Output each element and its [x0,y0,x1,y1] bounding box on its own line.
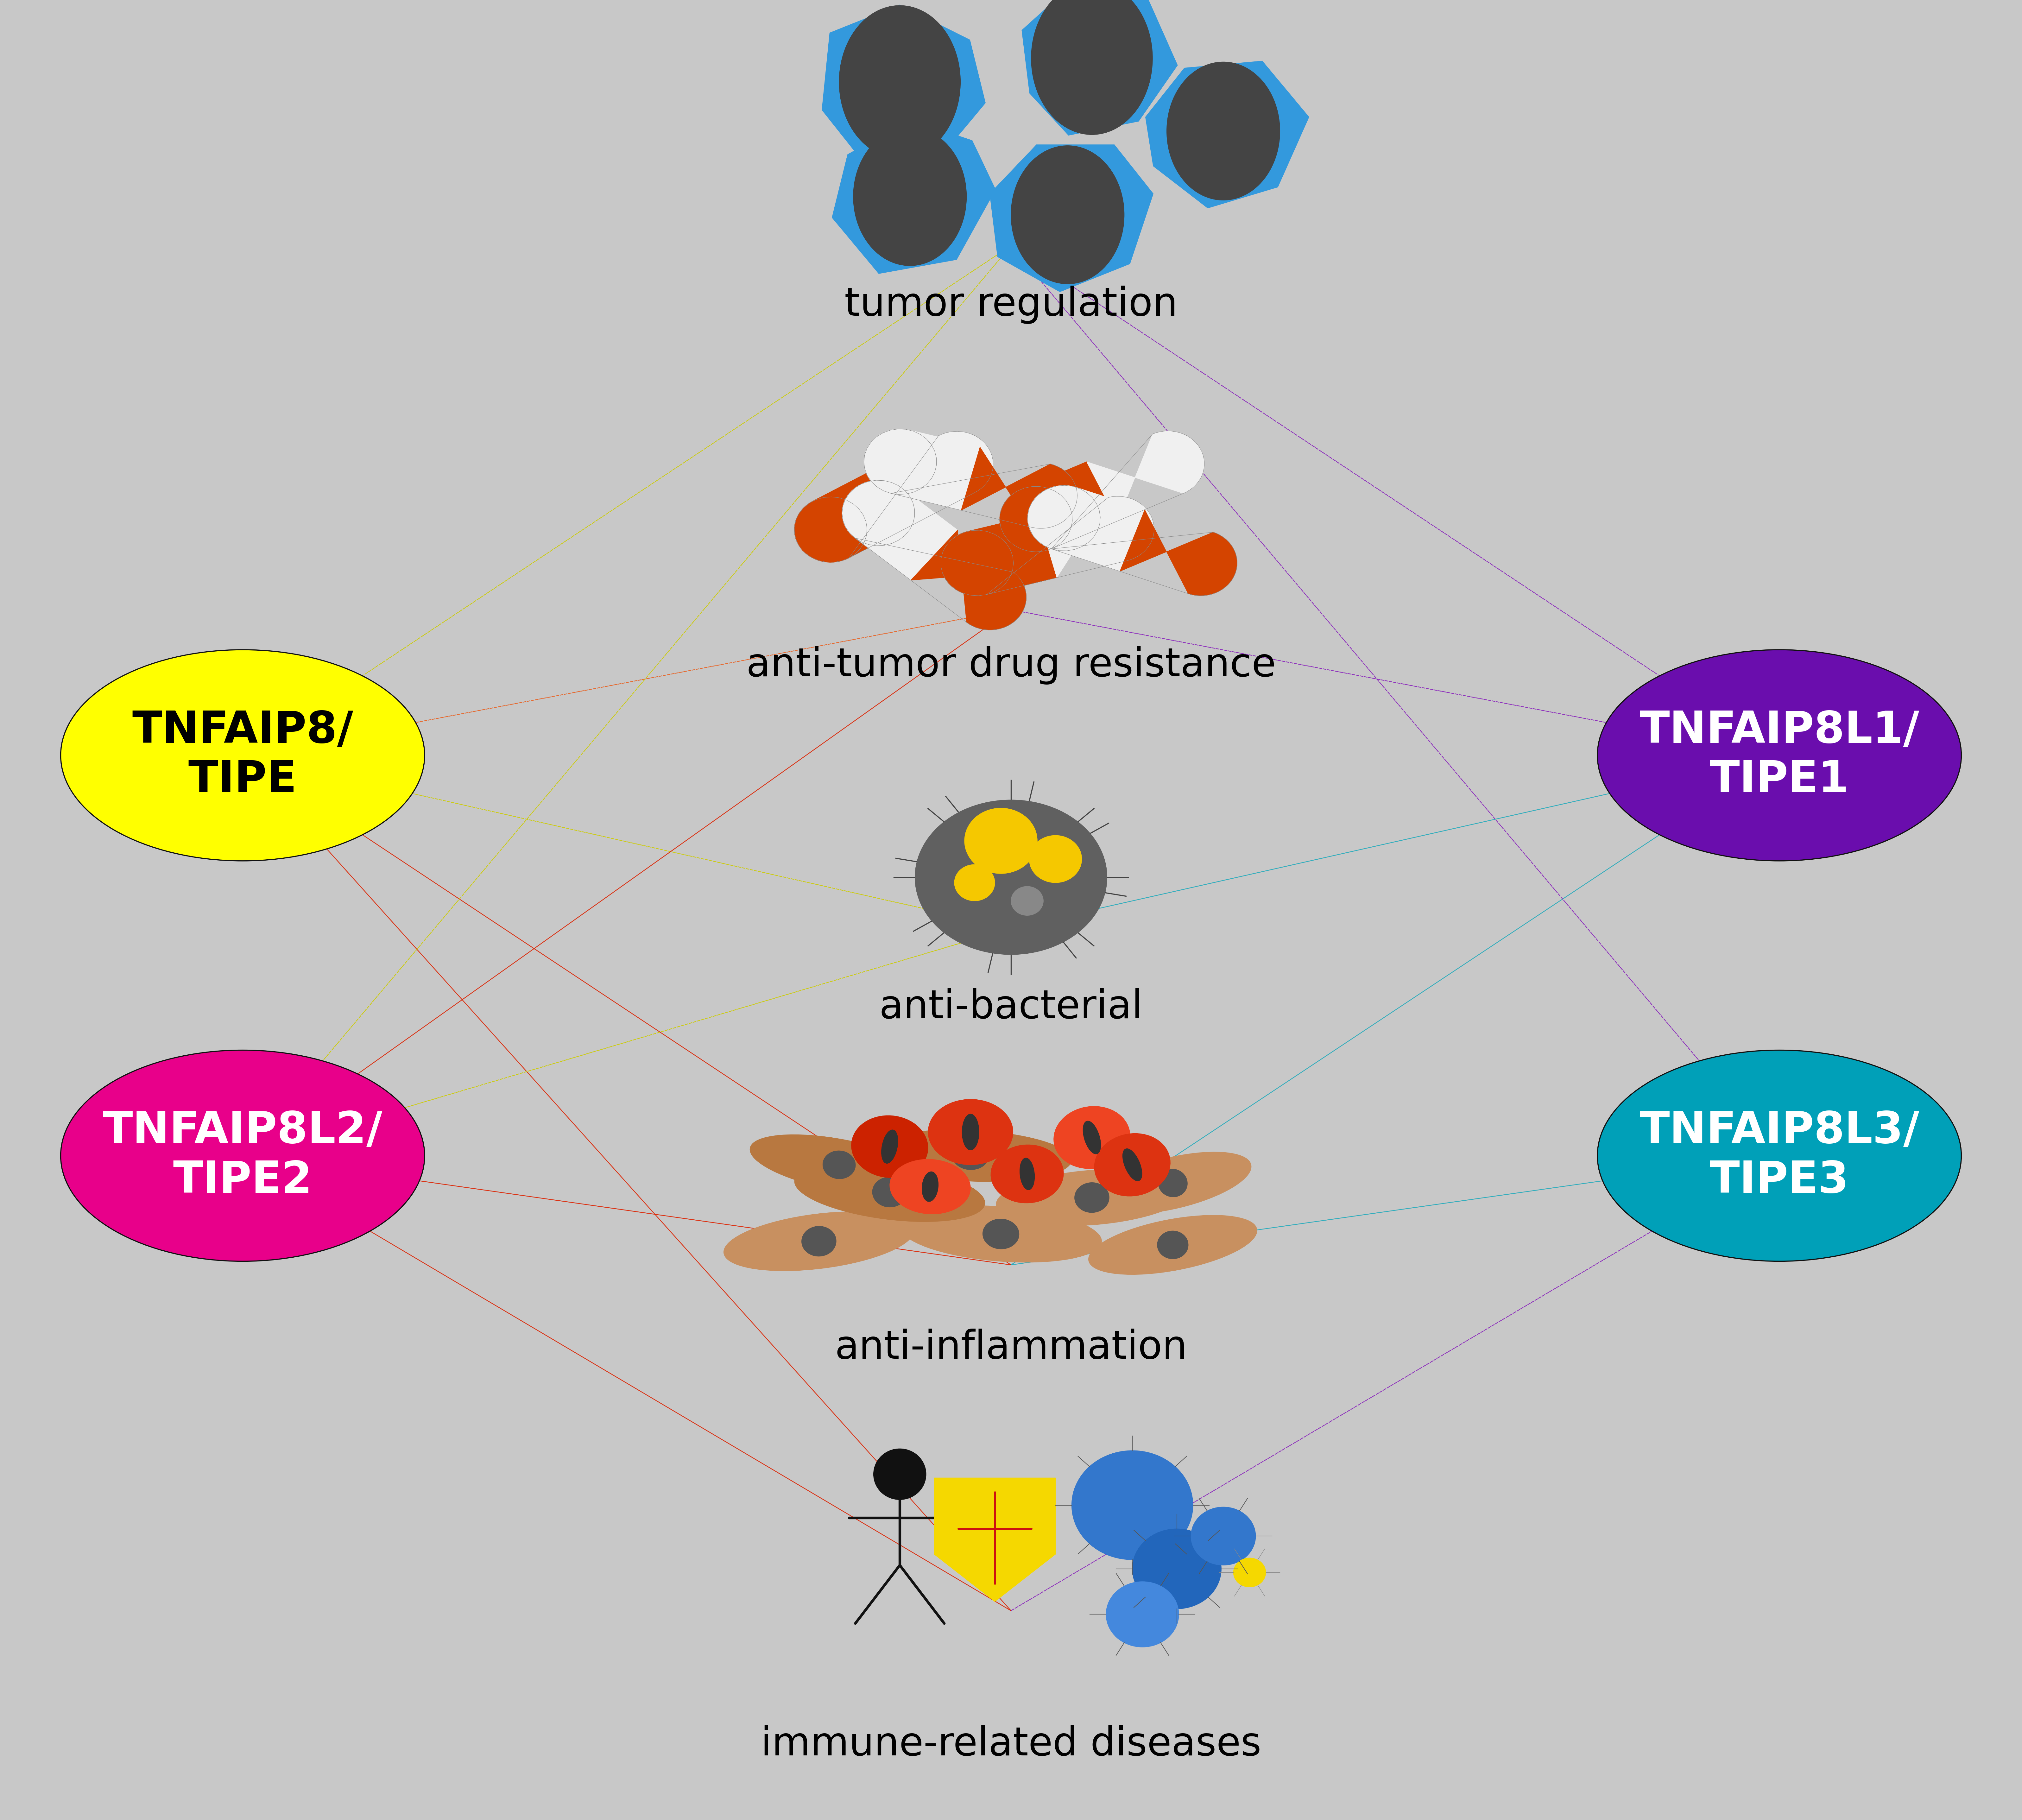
Polygon shape [934,1478,1055,1602]
Text: anti-bacterial: anti-bacterial [880,988,1142,1026]
Ellipse shape [928,1099,1013,1165]
Ellipse shape [1094,1134,1171,1196]
Ellipse shape [952,1141,989,1170]
Ellipse shape [61,1050,425,1261]
Ellipse shape [914,801,1108,954]
Ellipse shape [801,1227,837,1256]
Ellipse shape [853,127,967,266]
Ellipse shape [1159,1168,1187,1198]
Ellipse shape [1167,62,1280,200]
Ellipse shape [964,808,1037,874]
Ellipse shape [1031,0,1153,135]
Ellipse shape [1029,835,1082,883]
Text: TNFAIP8L2/
TIPE2: TNFAIP8L2/ TIPE2 [103,1110,382,1201]
Text: anti-tumor drug resistance: anti-tumor drug resistance [746,646,1276,684]
Polygon shape [991,146,1153,291]
Ellipse shape [962,1114,979,1150]
Polygon shape [1120,510,1237,595]
Polygon shape [821,5,985,158]
Ellipse shape [1597,1050,1961,1261]
Polygon shape [940,515,1058,595]
Ellipse shape [871,1178,908,1207]
Text: TNFAIP8/
TIPE: TNFAIP8/ TIPE [131,710,354,801]
Ellipse shape [882,1130,898,1163]
Ellipse shape [1072,1451,1193,1560]
Polygon shape [1027,486,1144,571]
Ellipse shape [1053,1107,1130,1168]
Ellipse shape [997,1168,1187,1227]
Ellipse shape [1088,1216,1258,1274]
Ellipse shape [1011,146,1124,284]
Ellipse shape [954,864,995,901]
Polygon shape [910,530,1027,630]
Ellipse shape [869,1130,1072,1181]
Ellipse shape [823,1150,855,1179]
Ellipse shape [1233,1558,1266,1587]
Ellipse shape [1106,1582,1179,1647]
Ellipse shape [900,1205,1102,1263]
Ellipse shape [1597,650,1961,861]
Ellipse shape [1132,1529,1221,1609]
Ellipse shape [1191,1507,1256,1565]
Ellipse shape [851,1116,928,1178]
Ellipse shape [983,1219,1019,1249]
Polygon shape [1086,431,1205,521]
Polygon shape [795,468,912,562]
Ellipse shape [1122,1148,1142,1181]
Ellipse shape [991,1145,1064,1203]
Polygon shape [841,480,958,581]
Ellipse shape [1011,886,1043,915]
Polygon shape [863,430,981,510]
Polygon shape [960,448,1078,528]
Ellipse shape [874,1449,926,1500]
Ellipse shape [890,1159,971,1214]
Polygon shape [1037,497,1155,577]
Text: TNFAIP8L3/
TIPE3: TNFAIP8L3/ TIPE3 [1640,1110,1919,1201]
Polygon shape [876,431,993,526]
Text: anti-inflammation: anti-inflammation [835,1329,1187,1367]
Text: immune-related diseases: immune-related diseases [760,1725,1262,1764]
Ellipse shape [724,1212,914,1270]
Ellipse shape [1074,1183,1110,1212]
Ellipse shape [750,1134,928,1196]
Polygon shape [1021,0,1177,135]
Ellipse shape [1157,1230,1189,1259]
Ellipse shape [1019,1158,1035,1190]
Ellipse shape [61,650,425,861]
Text: TNFAIP8L1/
TIPE1: TNFAIP8L1/ TIPE1 [1640,710,1919,801]
Ellipse shape [795,1163,985,1221]
Polygon shape [833,120,995,273]
Ellipse shape [1094,1152,1252,1214]
Polygon shape [999,462,1118,551]
Ellipse shape [839,5,960,158]
Polygon shape [1144,60,1308,207]
Ellipse shape [1084,1121,1100,1154]
Text: tumor regulation: tumor regulation [845,286,1177,324]
Ellipse shape [922,1172,938,1201]
